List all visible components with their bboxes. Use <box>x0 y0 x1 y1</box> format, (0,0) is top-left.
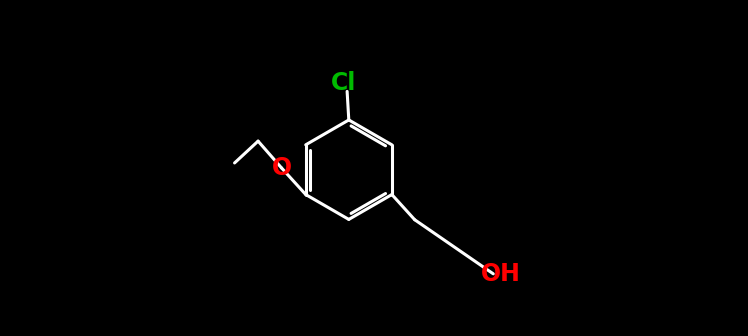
Text: O: O <box>272 156 292 180</box>
Text: OH: OH <box>481 262 521 286</box>
Text: Cl: Cl <box>331 71 357 95</box>
